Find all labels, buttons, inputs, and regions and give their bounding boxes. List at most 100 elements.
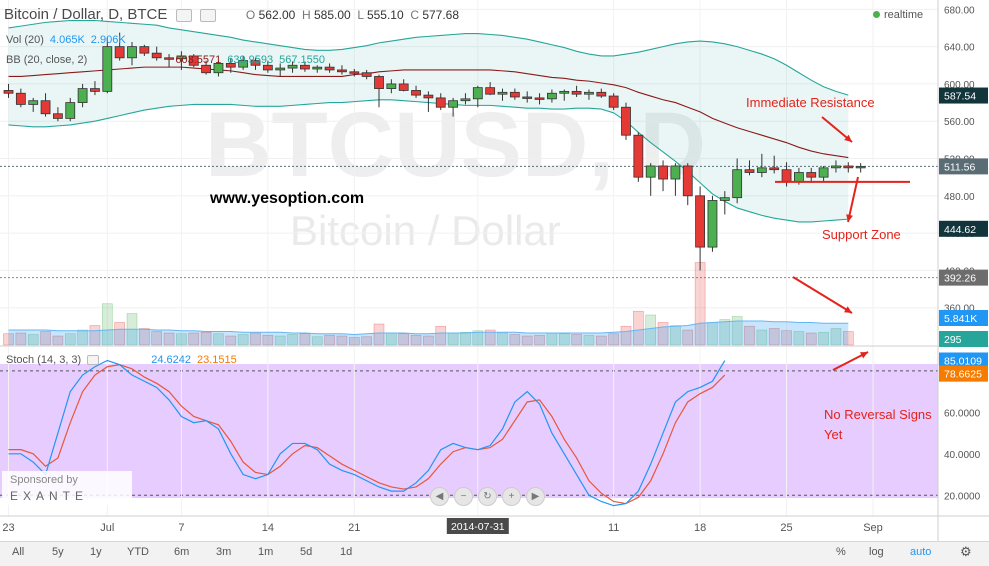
candle-body (843, 165, 854, 169)
range-3m-button[interactable]: 3m (216, 546, 232, 558)
range-1m-button[interactable]: 1m (258, 546, 274, 558)
arrow-head-icon (846, 214, 853, 222)
vol-legend[interactable]: Vol (20) 4.065K 2.906K (6, 34, 126, 46)
eye-icon[interactable] (199, 8, 216, 22)
volume-bar (756, 329, 768, 346)
price-badge-label: 587.54 (944, 91, 976, 103)
volume-bar (633, 310, 644, 346)
date-cursor-badge (446, 518, 509, 534)
volume-bar (818, 331, 829, 346)
range-1y-button[interactable]: 1y (90, 546, 102, 558)
candle (102, 37, 113, 94)
bb-legend[interactable]: BB (20, close, 2) 603.5571 639.9593 567.155… (6, 54, 325, 66)
candle-body (151, 52, 162, 59)
candle-body (485, 87, 496, 95)
volume-bar (311, 336, 323, 346)
candle-body (65, 102, 76, 119)
zoom-out-icon[interactable]: − (454, 487, 473, 506)
candle (658, 160, 668, 192)
sponsor-box[interactable]: Sponsored by EXANTE (2, 471, 132, 505)
volume-bar (348, 337, 360, 346)
price-badge (939, 269, 988, 286)
volume-bar (274, 335, 286, 346)
auto-scale-button[interactable]: auto (910, 546, 932, 558)
volume-bar (250, 332, 261, 346)
candle-body (225, 63, 236, 68)
range-5y-button[interactable]: 5y (52, 546, 64, 558)
scroll-right-icon[interactable]: ▶ (526, 487, 545, 506)
candle-body (127, 46, 137, 59)
candle (806, 167, 817, 183)
volume-bar (670, 325, 681, 346)
volume-bar (188, 332, 200, 346)
settings-icon[interactable] (175, 8, 192, 22)
volume-bar (521, 335, 533, 346)
volume-bar (15, 332, 27, 346)
volume-bar (484, 329, 496, 346)
volume-bar (336, 335, 348, 346)
candle (225, 57, 236, 73)
volume-bar (287, 334, 298, 346)
stoch-legend[interactable]: Stoch (14, 3, 3) 24.6242 23.1515 (6, 354, 237, 366)
range-ytd-button[interactable]: YTD (127, 546, 149, 558)
stoch-settings-icon[interactable] (87, 355, 100, 366)
time-tick-label: Sep (863, 522, 883, 534)
volume-bars (3, 262, 854, 346)
candle-body (732, 169, 743, 199)
candle (571, 85, 582, 97)
volume-bar (830, 328, 842, 346)
candle (299, 61, 310, 72)
zoom-in-icon[interactable]: + (502, 487, 521, 506)
candle (448, 97, 459, 117)
range-all-button[interactable]: All (12, 546, 25, 558)
annotation-noreversal-2: Yet (824, 427, 843, 442)
gear-icon[interactable]: ⚙ (960, 544, 972, 559)
sponsor-logo: EXANTE (10, 489, 89, 503)
candle (485, 82, 496, 96)
candle (349, 69, 360, 77)
candle-body (139, 46, 150, 54)
candle-body (534, 97, 545, 100)
stoch-k-line (8, 359, 726, 507)
candle (90, 81, 100, 96)
stoch-badge-label: 78.6625 (944, 369, 982, 381)
candle-body (608, 95, 619, 108)
price-tick-label: 640.00 (944, 43, 975, 54)
range-5d-button[interactable]: 5d (300, 546, 313, 558)
price-tick-label: 680.00 (944, 5, 975, 16)
candle-body (509, 91, 520, 98)
bb-upper-line (8, 19, 849, 96)
arrow-shaft (792, 276, 853, 314)
scroll-left-icon[interactable]: ◀ (430, 487, 449, 506)
annotation-resistance: Immediate Resistance (746, 95, 875, 110)
candle (337, 65, 347, 75)
candle (386, 79, 397, 94)
volume-ma-line (8, 320, 849, 336)
candle-body (794, 172, 804, 183)
candle (312, 65, 323, 73)
volume-badge (939, 310, 988, 326)
candle-body (3, 90, 14, 94)
volume-bar (64, 333, 76, 346)
log-scale-button[interactable]: log (869, 546, 884, 558)
candle-body (312, 66, 323, 70)
volume-bar (114, 322, 125, 346)
candle-body (374, 76, 384, 89)
price-tick-label: 480.00 (944, 192, 975, 203)
candle (472, 85, 483, 108)
candle (374, 74, 384, 108)
range-6m-button[interactable]: 6m (174, 546, 190, 558)
candle (201, 60, 212, 75)
price-badge (939, 158, 988, 175)
candle (719, 191, 730, 215)
candle (670, 163, 681, 196)
reset-icon[interactable]: ↻ (478, 487, 497, 506)
range-1d-button[interactable]: 1d (340, 546, 353, 558)
price-tick-label: 560.00 (944, 117, 975, 128)
stochastic-lines (8, 359, 726, 507)
volume-bar (139, 328, 150, 346)
candle-body (855, 165, 866, 169)
candle (633, 132, 644, 182)
percent-scale-button[interactable]: % (836, 546, 846, 558)
volume-ma-area (8, 321, 849, 345)
